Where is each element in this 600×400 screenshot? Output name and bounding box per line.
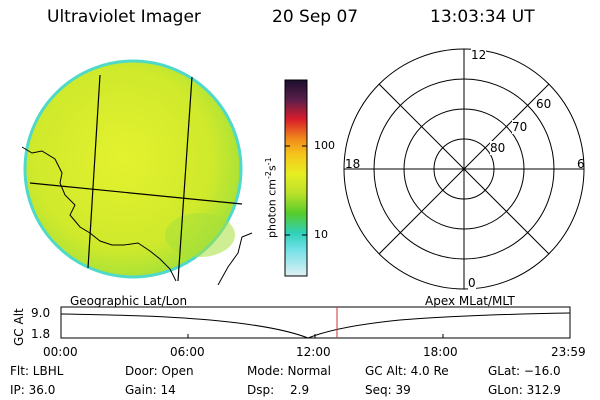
mlt-label-6: 6 xyxy=(577,157,585,171)
altitude-curve xyxy=(60,312,571,339)
status-filter: Flt: LBHL xyxy=(10,364,64,378)
coastline-right xyxy=(217,232,253,285)
time-tick-2359: 23:59 xyxy=(551,345,586,359)
status-dsp-label: Dsp: xyxy=(247,383,275,397)
status-gain: Gain: 14 xyxy=(125,383,176,397)
status-dsp-value: 2.9 xyxy=(290,383,310,397)
colorbar-tick-10: 10 xyxy=(314,228,328,241)
polar-mlt-plot xyxy=(343,48,585,290)
status-seq: Seq: 39 xyxy=(365,383,411,397)
mlat-label-70: 70 xyxy=(512,120,528,134)
status-door: Door: Open xyxy=(125,364,194,378)
date-label: 20 Sep 07 xyxy=(272,7,359,27)
coastline xyxy=(21,146,177,282)
longitude-line xyxy=(87,74,101,269)
mlt-label-12: 12 xyxy=(471,48,487,62)
mlt-label-0: 0 xyxy=(468,276,476,290)
time-label: 13:03:34 UT xyxy=(430,7,535,27)
time-tick-0600: 06:00 xyxy=(170,345,205,359)
mlat-label-80: 80 xyxy=(490,141,506,155)
status-gc-alt: GC Alt: 4.0 Re xyxy=(365,364,449,378)
colorbar-unit-label: photon cm-2s-1 xyxy=(264,157,279,238)
app-title: Ultraviolet Imager xyxy=(47,7,201,27)
mlat-label-60: 60 xyxy=(536,97,552,111)
status-mode: Mode: Normal xyxy=(247,364,331,378)
colorbar-tick-100: 100 xyxy=(314,139,335,152)
uv-image-disk xyxy=(21,59,253,285)
status-ip: IP: 36.0 xyxy=(10,383,56,397)
disk-green-patch xyxy=(165,213,235,257)
altitude-axis-label: GC Alt xyxy=(12,308,26,346)
time-tick-0000: 00:00 xyxy=(43,345,78,359)
altitude-tick-high: 9.0 xyxy=(31,306,51,320)
time-tick-1200: 12:00 xyxy=(296,345,331,359)
altitude-tick-low: 1.8 xyxy=(31,327,51,341)
latitude-line xyxy=(29,182,243,205)
time-tick-1800: 18:00 xyxy=(423,345,458,359)
apex-panel-label: Apex MLat/MLT xyxy=(425,294,515,308)
geographic-panel-label: Geographic Lat/Lon xyxy=(70,294,188,308)
color-scale-bar xyxy=(284,79,308,277)
longitude-line xyxy=(177,76,193,282)
mlt-label-18: 18 xyxy=(345,157,361,171)
altitude-timeline-plot xyxy=(60,306,571,339)
status-glon: GLon: 312.9 xyxy=(488,383,561,397)
status-glat: GLat: −16.0 xyxy=(488,364,561,378)
